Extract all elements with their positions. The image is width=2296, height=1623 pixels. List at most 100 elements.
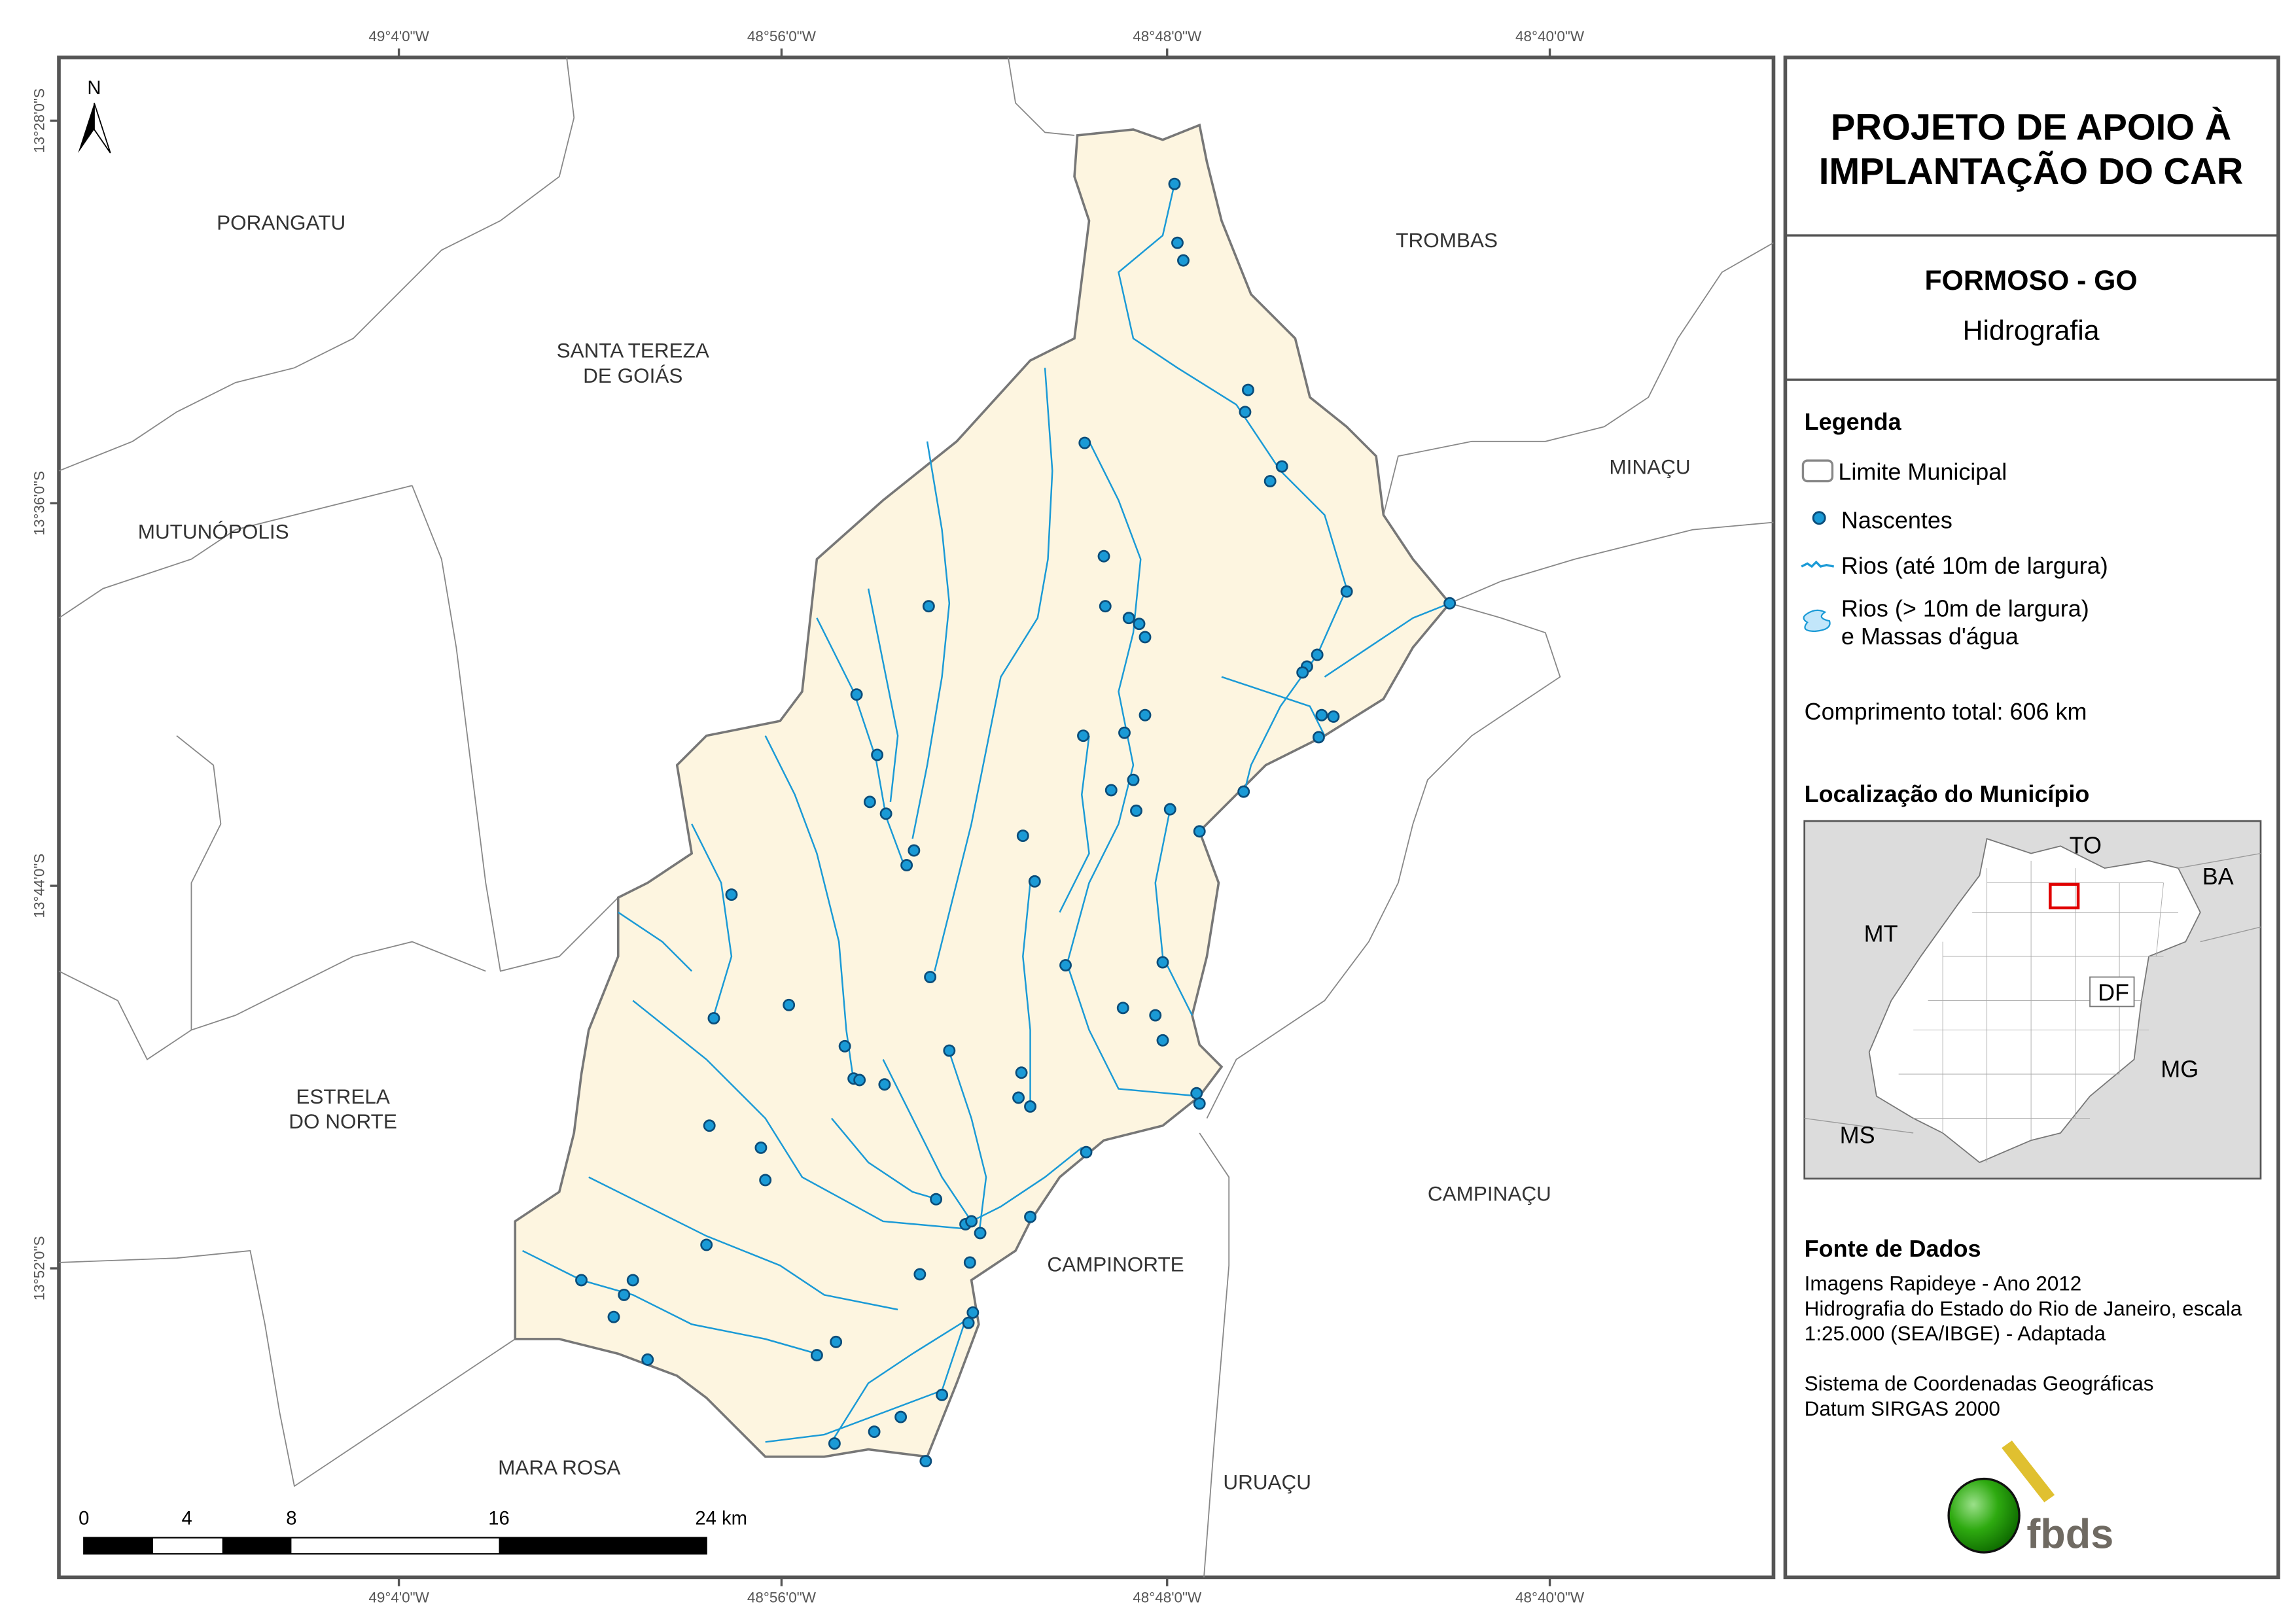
spring-point [1015,1066,1028,1079]
river-line [971,1147,1083,1223]
river-symbol [1801,560,1835,568]
svg-text:48°56'0"W: 48°56'0"W [747,1590,817,1606]
river-line [948,1051,987,1236]
svg-text:Rios (> 10m de largura): Rios (> 10m de largura) [1841,595,2089,621]
spring-point [1104,784,1118,797]
river-line [765,1323,965,1443]
spring-point [868,1425,881,1439]
label-campinacu: CAMPINAÇU [1428,1181,1551,1205]
label-santa-tereza-2: DE GOIÁS [583,364,682,387]
label-mutunopolis: MUTUNÓPOLIS [138,519,289,543]
map-theme: Hidrografia [1963,315,2100,347]
svg-text:BA: BA [2202,863,2234,890]
spring-point [754,1142,768,1154]
sources-heading: Fonte de Dados [1805,1235,1981,1262]
label-campinorte: CAMPINORTE [1047,1252,1184,1276]
location-highlight-box [2049,882,2080,910]
total-length: Comprimento total: 606 km [1805,698,2087,725]
river-line [1324,602,1451,678]
river-line [618,911,693,972]
spring-point [1327,710,1340,723]
svg-text:Datum SIRGAS 2000: Datum SIRGAS 2000 [1805,1397,2000,1420]
svg-text:13°36'0"S: 13°36'0"S [31,471,48,536]
spring-point [1077,729,1089,742]
spring-point [1311,648,1324,661]
spring-point [894,1410,908,1423]
spring-point [863,795,876,809]
spring-point [810,1349,823,1362]
river-line [1022,882,1031,1104]
svg-text:MS: MS [1840,1122,1875,1149]
spring-point [963,1256,976,1269]
spring-point [1016,829,1029,843]
spring-point [936,1388,949,1401]
label-porangatu: PORANGATU [217,211,345,234]
river-line [588,1176,898,1311]
svg-text:16: 16 [488,1508,510,1529]
spring-point [962,1316,975,1329]
spring-point [1139,708,1152,722]
spring-point [1242,383,1254,396]
svg-text:MG: MG [2161,1056,2199,1083]
svg-text:4: 4 [182,1508,192,1529]
spring-point [759,1174,772,1187]
svg-text:N: N [87,78,101,99]
spring-point [1239,406,1252,419]
spring-point [908,844,921,857]
spring-point [1312,731,1325,744]
river-line [691,824,733,1016]
spring-point [1139,631,1152,644]
spring-point [1163,803,1176,816]
spring-point [1156,956,1169,969]
spring-point [1177,254,1190,267]
spring-point [1340,585,1353,598]
spring-point [1193,825,1206,838]
spring-point [974,1227,987,1240]
location-heading: Localização do Município [1805,780,2090,807]
spring-point [828,1437,841,1450]
spring-point [1122,612,1135,625]
svg-text:49°4'0"W: 49°4'0"W [368,28,429,44]
spring-point [1127,773,1140,786]
spring-point [919,1455,932,1468]
svg-text:0: 0 [79,1508,89,1529]
svg-text:Hidrografia do Estado do Rio d: Hidrografia do Estado do Rio de Janeiro,… [1805,1297,2242,1320]
river-line [521,1249,817,1355]
svg-text:Sistema de Coordenadas Geográf: Sistema de Coordenadas Geográficas [1805,1372,2154,1395]
municipality-name: FORMOSO - GO [1925,265,2138,296]
spring-point [966,1306,980,1319]
svg-text:48°40'0"W: 48°40'0"W [1515,1590,1585,1606]
label-minacu: MINAÇU [1609,455,1690,478]
spring-point [871,748,884,761]
location-inset-map: TO BA MT DF MG MS [1803,820,2262,1180]
legend-heading: Legenda [1805,408,1902,435]
label-santa-tereza-1: SANTA TEREZA [557,339,709,362]
spring-point [1059,959,1072,972]
svg-text:DF: DF [2098,979,2129,1006]
svg-text:48°56'0"W: 48°56'0"W [747,28,817,44]
label-uruacu: URUAÇU [1223,1470,1311,1493]
spring-point [922,600,935,613]
spring-point [641,1353,654,1366]
spring-point [618,1288,631,1301]
spring-point [850,688,863,701]
svg-text:13°52'0"S: 13°52'0"S [31,1236,48,1301]
svg-text:8: 8 [286,1508,296,1529]
river-line [1059,735,1090,913]
spring-point [1078,436,1091,449]
river-line [1088,441,1142,824]
water-body-symbol [1803,609,1831,633]
svg-text:24 km: 24 km [695,1508,747,1529]
title-line-1: PROJETO DE APOIO À [1831,107,2231,148]
spring-symbol [1812,511,1826,525]
spring-point [1443,597,1457,610]
spring-point [700,1238,713,1251]
river-line [1118,183,1281,472]
spring-point [943,1044,956,1057]
svg-text:49°4'0"W: 49°4'0"W [368,1590,429,1606]
spring-point [1263,475,1277,487]
spring-point [913,1268,927,1281]
svg-text:Limite Municipal: Limite Municipal [1838,458,2007,485]
svg-text:e Massas d'água: e Massas d'água [1841,623,2019,650]
spring-point [1193,1097,1206,1110]
